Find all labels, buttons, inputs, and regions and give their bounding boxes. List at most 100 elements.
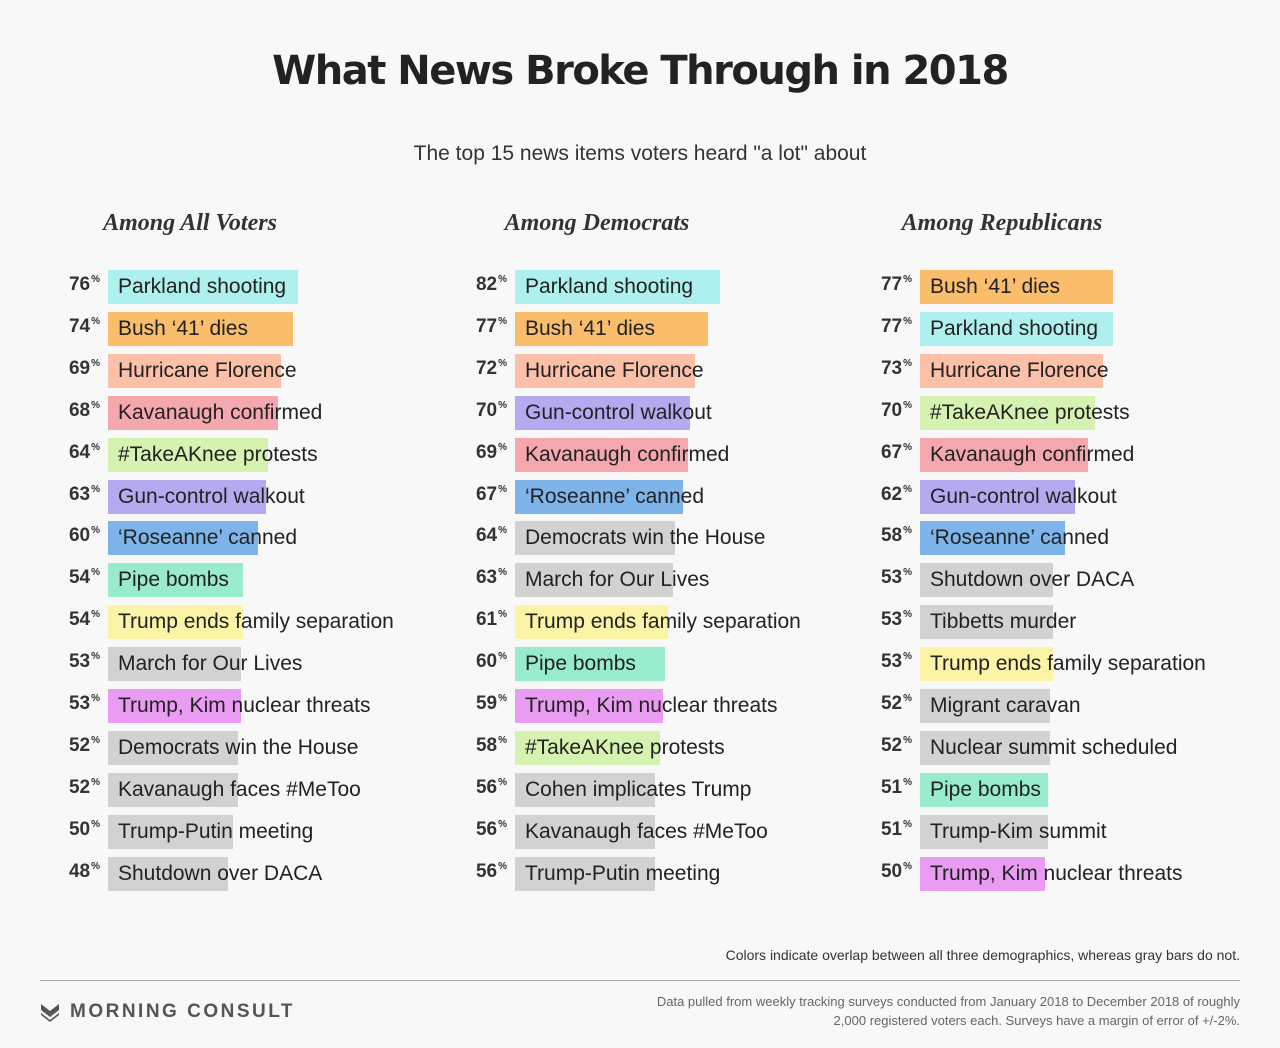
bar-row: 52% Democrats win the House <box>60 730 460 765</box>
value-number: 56 <box>475 818 498 840</box>
value-label: 60% <box>40 525 100 547</box>
bar-row: 70% Gun-control walkout <box>467 395 867 430</box>
value-number: 54 <box>68 609 91 631</box>
value-label: 76% <box>40 274 100 296</box>
percent-sign: % <box>498 818 507 830</box>
bar <box>920 521 1065 556</box>
value-number: 76 <box>68 274 91 295</box>
bar <box>920 270 1113 304</box>
bar-label: Trump ends family separation <box>930 652 1206 676</box>
value-label: 54% <box>40 609 100 631</box>
bar-row: 56% Trump-Putin meeting <box>467 856 867 891</box>
panel-democrats: Among Democrats 82% Parkland shooting 77% B… <box>467 210 867 910</box>
value-label: 52% <box>852 735 912 757</box>
bar-row: 77% Bush ‘41’ dies <box>872 270 1272 304</box>
value-label: 70% <box>447 400 507 422</box>
value-number: 67 <box>880 441 903 463</box>
bar-row: 53% Shutdown over DACA <box>872 563 1272 598</box>
value-number: 54 <box>68 567 91 589</box>
bar <box>515 311 708 346</box>
bar-row: 51% Pipe bombs <box>872 772 1272 807</box>
value-number: 58 <box>475 734 498 756</box>
bar-label: Kavanaugh confirmed <box>930 442 1135 466</box>
bar <box>515 814 655 849</box>
value-number: 70 <box>475 399 498 421</box>
percent-sign: % <box>903 567 912 579</box>
bar <box>108 353 281 388</box>
value-number: 68 <box>68 399 91 421</box>
value-label: 56% <box>447 819 507 841</box>
value-label: 51% <box>852 819 912 841</box>
percent-sign: % <box>498 609 507 621</box>
value-label: 60% <box>447 651 507 673</box>
bar-label: Hurricane Florence <box>525 358 704 382</box>
percent-sign: % <box>498 399 507 411</box>
value-number: 51 <box>880 818 903 840</box>
value-number: 63 <box>68 483 91 505</box>
panel-all-voters: Among All Voters 76% Parkland shooting 74%… <box>60 210 460 910</box>
percent-sign: % <box>498 441 507 453</box>
bar <box>515 689 663 723</box>
value-number: 77 <box>880 315 903 337</box>
value-number: 82 <box>475 274 498 295</box>
value-label: 74% <box>40 316 100 338</box>
value-label: 50% <box>852 861 912 883</box>
value-number: 64 <box>475 525 498 547</box>
percent-sign: % <box>91 525 100 537</box>
percent-sign: % <box>91 315 100 327</box>
value-number: 61 <box>475 609 498 631</box>
footer-divider <box>40 980 1240 981</box>
value-label: 53% <box>852 609 912 631</box>
percent-sign: % <box>91 776 100 788</box>
value-number: 74 <box>68 315 91 337</box>
bar <box>515 856 655 891</box>
percent-sign: % <box>91 651 100 663</box>
value-number: 60 <box>68 525 91 547</box>
percent-sign: % <box>903 525 912 537</box>
bar-label: Trump ends family separation <box>118 610 394 634</box>
value-number: 48 <box>68 860 91 882</box>
value-label: 67% <box>447 484 507 506</box>
percent-sign: % <box>498 357 507 369</box>
bar-label: March for Our Lives <box>525 568 710 592</box>
bar-row: 68% Kavanaugh confirmed <box>60 395 460 430</box>
bar-label: Parkland shooting <box>525 275 694 298</box>
bar-label: Hurricane Florence <box>930 358 1109 382</box>
bar-row: 67% ‘Roseanne’ canned <box>467 479 867 514</box>
percent-sign: % <box>91 441 100 453</box>
bar <box>108 814 233 849</box>
bar <box>108 605 243 640</box>
percent-sign: % <box>498 483 507 495</box>
bar-label: Bush ‘41’ dies <box>118 316 248 340</box>
percent-sign: % <box>498 274 507 285</box>
value-number: 53 <box>880 567 903 589</box>
value-label: 53% <box>40 651 100 673</box>
bar-label: Pipe bombs <box>930 777 1041 801</box>
value-label: 52% <box>40 735 100 757</box>
bar <box>108 479 266 514</box>
percent-sign: % <box>91 274 100 285</box>
value-label: 53% <box>40 693 100 715</box>
bar-label: Bush ‘41’ dies <box>525 316 655 340</box>
bar <box>920 563 1053 598</box>
percent-sign: % <box>91 734 100 746</box>
percent-sign: % <box>903 693 912 704</box>
value-label: 77% <box>852 274 912 296</box>
bar <box>920 437 1088 472</box>
percent-sign: % <box>498 315 507 327</box>
value-label: 61% <box>447 609 507 631</box>
bar-row: 77% Parkland shooting <box>872 311 1272 346</box>
bar-row: 53% Tibbetts murder <box>872 605 1272 640</box>
value-label: 73% <box>852 358 912 380</box>
value-number: 56 <box>475 776 498 798</box>
bar-label: ‘Roseanne’ canned <box>525 484 705 508</box>
value-label: 54% <box>40 567 100 589</box>
value-label: 52% <box>852 693 912 715</box>
bar-row: 60% ‘Roseanne’ canned <box>60 521 460 556</box>
chart-title: What News Broke Through in 2018 <box>272 48 1009 94</box>
bar-label: #TakeAKnee protests <box>930 400 1130 424</box>
percent-sign: % <box>91 818 100 830</box>
logo-chevron-icon <box>41 1004 59 1022</box>
value-label: 53% <box>852 567 912 589</box>
bar-row: 70% #TakeAKnee protests <box>872 395 1272 430</box>
